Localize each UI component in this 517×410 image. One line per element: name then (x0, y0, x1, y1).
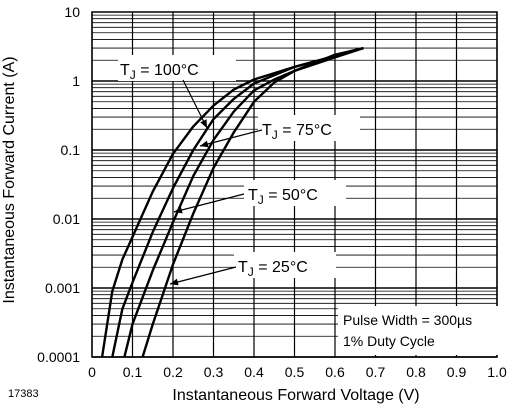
pulse-box (338, 306, 500, 355)
y-tick-label: 0.001 (45, 280, 80, 296)
plot-border (91, 11, 498, 358)
y-tick-label: 1 (72, 73, 80, 89)
series-line-1 (111, 46, 364, 358)
x-tick-label: 0 (88, 364, 96, 380)
arrowhead-icon (200, 119, 207, 128)
arrowhead-icon (174, 206, 183, 214)
series-label-3: TJ = 25°C (238, 259, 308, 279)
x-tick-label: 0.5 (285, 364, 305, 380)
series-label-1: TJ = 75°C (262, 122, 332, 142)
arrowhead-icon (170, 278, 179, 286)
x-axis-title: Instantaneous Forward Voltage (V) (172, 387, 419, 404)
series-label-bg (258, 115, 360, 141)
x-tick-label: 0.3 (204, 364, 224, 380)
pulse-width-note: Pulse Width = 300µs (343, 312, 472, 328)
y-tick-label: 0.1 (61, 142, 81, 158)
label-leader (169, 266, 237, 285)
label-leader (173, 193, 245, 213)
plot-frame (91, 11, 498, 358)
arrowhead-icon (200, 140, 209, 148)
series-label-bg (234, 252, 336, 278)
x-tick-label: 1.0 (487, 364, 507, 380)
duty-cycle-note: 1% Duty Cycle (343, 333, 435, 349)
x-tick-label: 0.6 (325, 364, 345, 380)
x-tick-label: 0.7 (366, 364, 386, 380)
y-tick-label: 10 (64, 4, 80, 20)
figure-id: 17383 (8, 388, 39, 400)
series-label-bg (244, 180, 346, 206)
series-label-2: TJ = 50°C (248, 187, 318, 207)
series-line-3 (141, 46, 364, 358)
tick-labels: 0 0.1 0.2 0.3 0.4 0.5 0.6 0.7 0.8 0.9 1.0 10 1 0.1 0.0… (37, 4, 507, 380)
series-group (100, 46, 364, 358)
annotations: Pulse Width = 300µs 1% Duty Cycle TJ = 1… (118, 55, 500, 355)
x-tick-label: 0.8 (406, 364, 426, 380)
y-tick-label: 0.01 (53, 211, 80, 227)
series-label-bg (118, 55, 236, 81)
y-axis-title: Instantaneous Forward Current (A) (1, 56, 18, 303)
x-tick-label: 0.1 (123, 364, 143, 380)
x-tick-label: 0.2 (163, 364, 183, 380)
label-leader (199, 129, 263, 147)
x-tick-label: 0.4 (244, 364, 264, 380)
x-tick-label: 0.9 (447, 364, 467, 380)
series-label-0: TJ = 100°C (120, 62, 199, 82)
label-leader (182, 79, 208, 129)
y-tick-label: 0.0001 (37, 349, 80, 365)
